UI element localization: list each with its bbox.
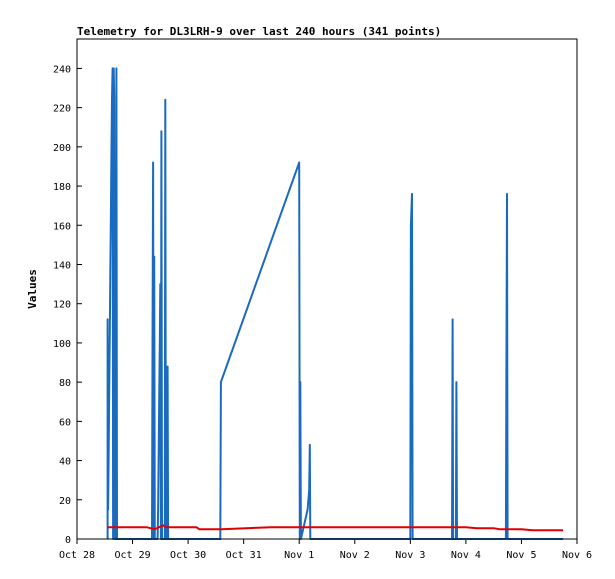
- series-group: [106, 67, 564, 540]
- x-tick-label: Nov 2: [340, 550, 370, 561]
- x-tick-label: Oct 29: [114, 550, 150, 561]
- y-tick-label: 160: [53, 221, 71, 232]
- y-tick-label: 240: [53, 64, 71, 75]
- series-line-1: [106, 67, 564, 540]
- y-axis-label: Values: [26, 269, 39, 309]
- y-tick-label: 180: [53, 182, 71, 193]
- y-tick-label: 40: [59, 457, 71, 468]
- x-tick-label: Nov 5: [506, 550, 536, 561]
- x-axis: Oct 28 Oct 29 Oct 30 Oct 31 Nov 1 Nov 2 Nov 3 N…: [59, 539, 592, 561]
- x-tick-label: Oct 31: [226, 550, 262, 561]
- x-tick-label: Nov 3: [395, 550, 425, 561]
- y-tick-label: 120: [53, 300, 71, 311]
- y-tick-label: 0: [65, 535, 71, 546]
- chart-title: Telemetry for DL3LRH-9 over last 240 hou…: [77, 25, 441, 38]
- y-tick-label: 20: [59, 496, 71, 507]
- y-tick-label: 60: [59, 417, 71, 428]
- x-tick-label: Nov 6: [562, 550, 592, 561]
- x-tick-label: Nov 1: [284, 550, 314, 561]
- x-tick-label: Oct 28: [59, 550, 95, 561]
- y-tick-label: 140: [53, 260, 71, 271]
- y-tick-label: 220: [53, 104, 71, 115]
- y-tick-label: 200: [53, 143, 71, 154]
- x-tick-label: Nov 4: [451, 550, 481, 561]
- series-line-2: [107, 524, 564, 532]
- x-tick-label: Oct 30: [170, 550, 206, 561]
- y-tick-label: 80: [59, 378, 71, 389]
- y-axis: 0 20 40 60 80 100 120 140 160 180 200 220 240: [53, 64, 82, 546]
- y-tick-label: 100: [53, 339, 71, 350]
